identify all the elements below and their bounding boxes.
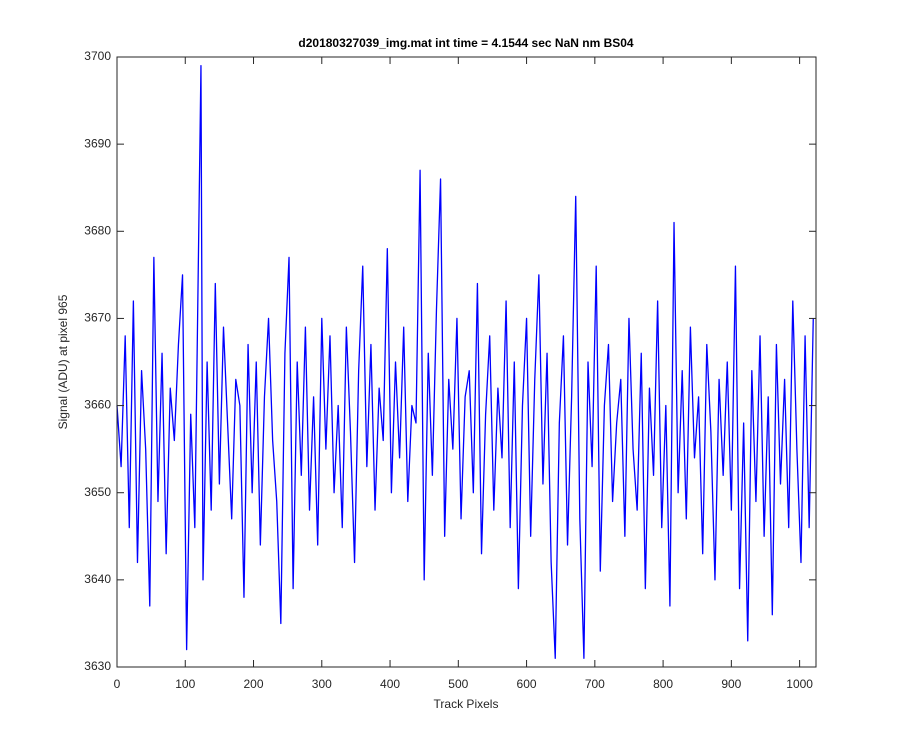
- y-tick-label: 3670: [84, 311, 111, 325]
- x-tick-label: 100: [175, 677, 195, 691]
- x-tick-label: 300: [312, 677, 332, 691]
- axes-box: [116, 56, 817, 668]
- data-line: [116, 65, 814, 659]
- x-axis-label: Track Pixels: [434, 697, 499, 711]
- x-tick-label: 0: [114, 677, 121, 691]
- chart-title: d20180327039_img.mat int time = 4.1544 s…: [298, 36, 634, 50]
- y-tick-label: 3690: [84, 136, 111, 150]
- x-tick-label: 700: [585, 677, 605, 691]
- x-tick-label: 800: [653, 677, 673, 691]
- y-tick-label: 3700: [84, 49, 111, 63]
- y-tick-label: 3660: [84, 398, 111, 412]
- x-tick-label: 900: [721, 677, 741, 691]
- y-tick-label: 3650: [84, 485, 111, 499]
- y-tick-label: 3680: [84, 223, 111, 237]
- x-tick-label: 1000: [786, 677, 813, 691]
- y-tick-label: 3640: [84, 572, 111, 586]
- x-tick-label: 600: [517, 677, 537, 691]
- x-tick-label: 500: [448, 677, 468, 691]
- x-tick-label: 200: [244, 677, 264, 691]
- x-tick-label: 400: [380, 677, 400, 691]
- y-axis-label: Signal (ADU) at pixel 965: [56, 294, 70, 429]
- y-tick-label: 3630: [84, 659, 111, 673]
